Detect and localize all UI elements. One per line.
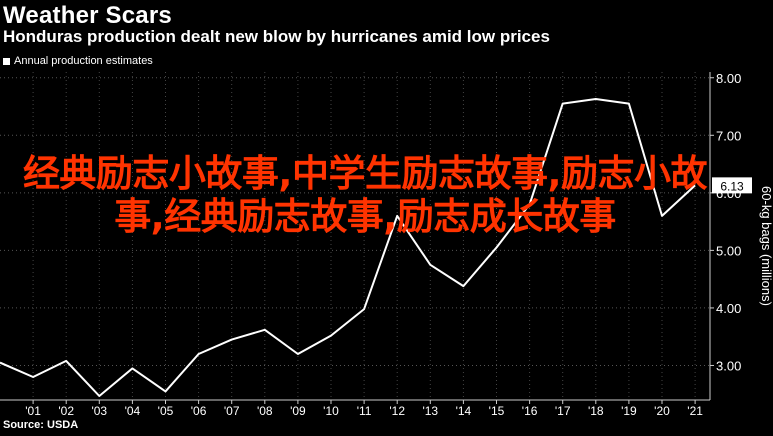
x-tick-label: '16 — [522, 404, 538, 418]
legend: Annual production estimates — [3, 55, 153, 67]
chart-title: Weather Scars — [3, 2, 172, 29]
y-tick-label: 4.00 — [716, 301, 741, 316]
x-tick-label: '10 — [323, 404, 339, 418]
x-tick-label: '02 — [58, 404, 74, 418]
series-line — [0, 98, 696, 397]
gridlines — [0, 72, 710, 400]
x-tick-label: '07 — [224, 404, 240, 418]
last-value-box — [712, 177, 752, 194]
x-tick-label: '01 — [25, 404, 41, 418]
x-tick-label: '09 — [290, 404, 306, 418]
x-tick-label: '06 — [191, 404, 207, 418]
x-tick-label: '20 — [654, 404, 670, 418]
last-value-label: 6.13 — [720, 179, 744, 193]
y-tick-label: 3.00 — [716, 358, 741, 373]
y-axis-label: 60-kg bags (millions) — [759, 186, 773, 306]
chart-subtitle: Honduras production dealt new blow by hu… — [3, 27, 550, 46]
x-tick-label: '14 — [456, 404, 472, 418]
source-note: Source: USDA — [3, 419, 79, 431]
x-tick-label: '08 — [257, 404, 273, 418]
x-tick-label: '13 — [422, 404, 438, 418]
x-tick-label: '18 — [588, 404, 604, 418]
x-tick-label: '03 — [91, 404, 107, 418]
series-group: 6.13 — [0, 98, 752, 397]
x-tick-label: '21 — [687, 404, 703, 418]
overlay-watermark-text: 经典励志小故事,中学生励志故事,励志小故事,经典励志故事,励志成长故事 — [22, 152, 708, 238]
x-tick-label: '15 — [489, 404, 505, 418]
x-tick-label: '11 — [357, 404, 372, 418]
legend-label: Annual production estimates — [14, 55, 153, 67]
y-tick-label: 5.00 — [716, 243, 741, 258]
x-tick-label: '04 — [125, 404, 141, 418]
y-tick-label: 7.00 — [716, 128, 741, 143]
y-axis: 3.004.005.006.007.008.00 — [709, 71, 741, 400]
x-axis: '01 '02 '03 '04 '05 '06 '07 '08 '09 '10 '11 '12 '13 '… — [0, 399, 710, 418]
x-tick-label: '19 — [621, 404, 637, 418]
x-tick-label: '05 — [158, 404, 174, 418]
x-tick-label: '17 — [555, 404, 571, 418]
x-tick-label: '12 — [389, 404, 405, 418]
y-tick-label: 8.00 — [716, 71, 741, 86]
legend-swatch — [3, 57, 10, 65]
